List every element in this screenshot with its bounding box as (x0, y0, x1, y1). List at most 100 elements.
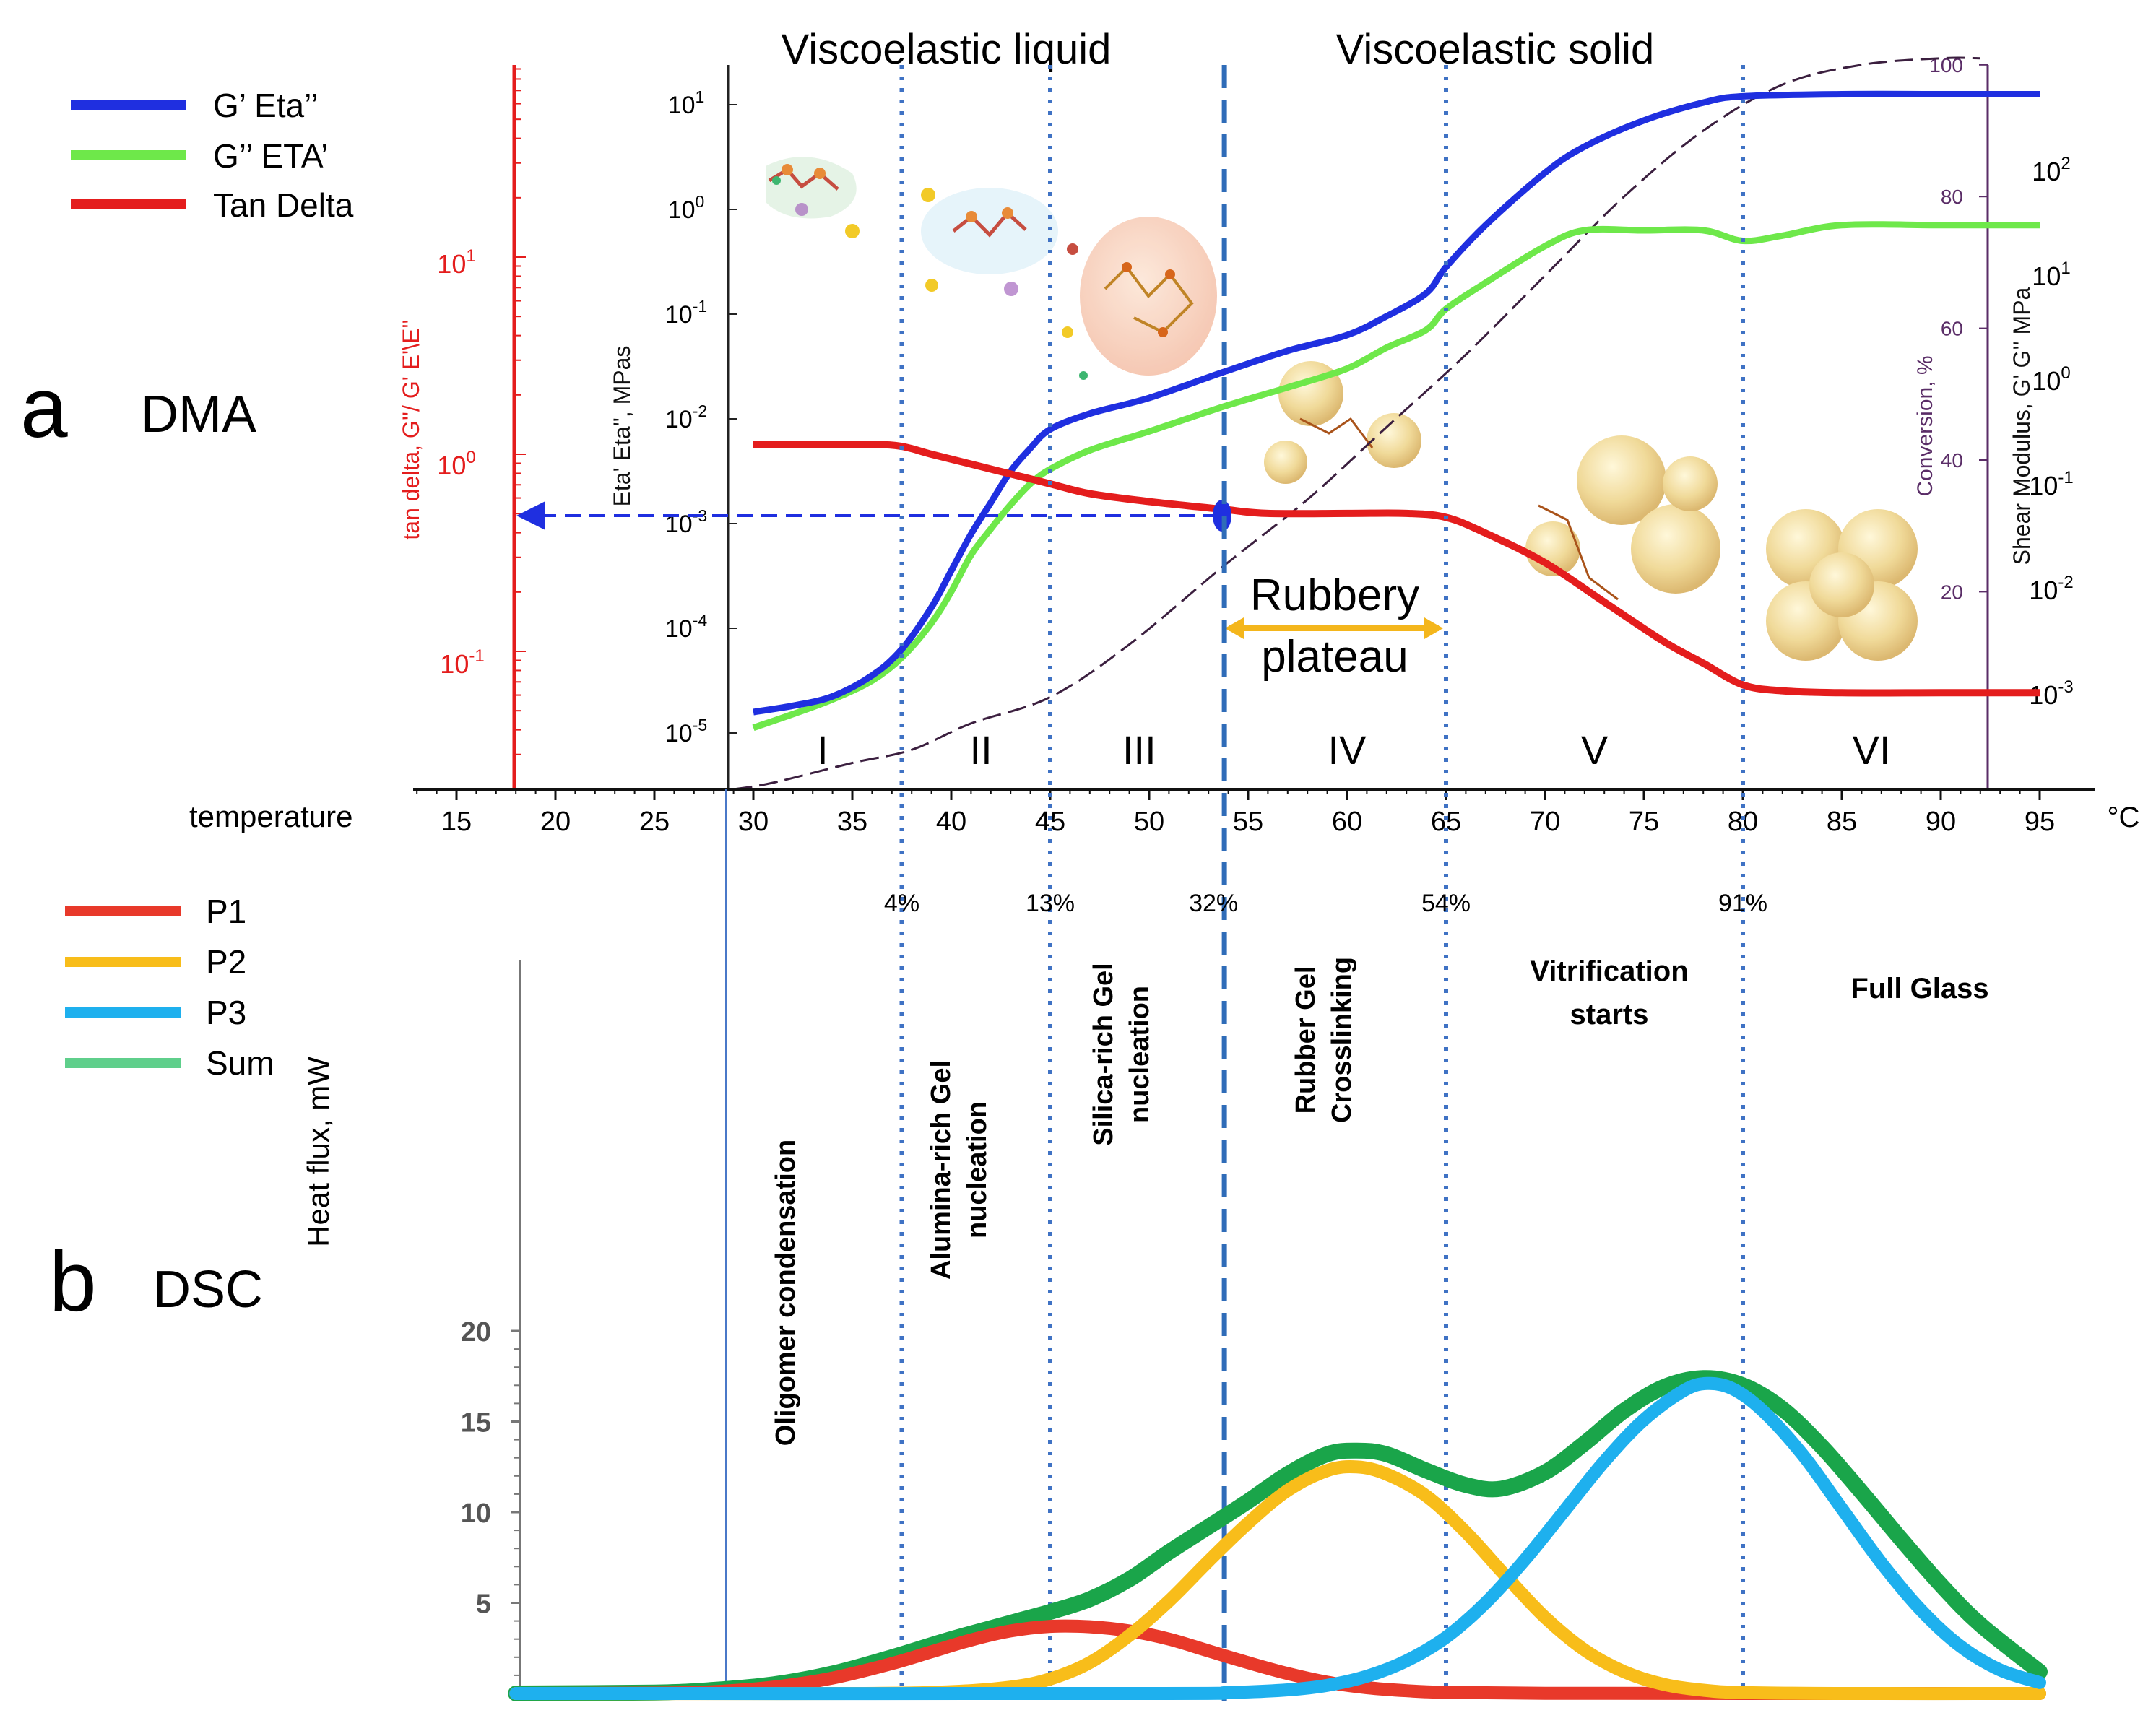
stage-boundary-lines (899, 65, 1745, 1701)
label-alumina-rich-line1: Alumina-rich Gel (926, 1060, 956, 1280)
dsc-p3-curve (509, 1376, 2046, 1701)
panel-a-name: DMA (141, 386, 256, 443)
header-viscoelastic-solid: Viscoelastic solid (1336, 26, 1655, 73)
conversion-percent-4: 91% (1718, 890, 1767, 917)
dsc-legend: P1 P2 P3 Sum (65, 893, 274, 1082)
stage-numerals: I II III IV V VI (817, 727, 1890, 773)
stage-numeral-IV: IV (1328, 727, 1367, 773)
legend-label-g-double-prime: G’’ ETA’ (213, 137, 328, 175)
temperature-tick-label-65: 65 (1431, 807, 1461, 837)
label-silica-rich-line2: nucleation (1125, 986, 1155, 1123)
dsc-panel: P1 P2 P3 Sum b DSC Heat flux, mW 5 10 15 20… (49, 890, 2048, 1701)
modulus-tick-label-3: 10-1 (2029, 468, 2073, 500)
conversion-tick-label: 80 (1941, 186, 1963, 208)
conversion-tick-label: 40 (1941, 449, 1963, 472)
eta-tick-label: 10-2 (665, 402, 707, 433)
legend-label-p3: P3 (206, 994, 246, 1031)
stage-numeral-I: I (817, 727, 828, 773)
eta-tick-label: 10-1 (665, 297, 707, 329)
temperature-tick-label-45: 45 (1035, 807, 1065, 837)
label-rubber-gel-line2: Crosslinking (1327, 957, 1357, 1123)
stage-numeral-V: V (1581, 727, 1609, 773)
glass-illustration (1766, 509, 1918, 661)
panel-b-letter: b (49, 1234, 97, 1329)
panel-b-name: DSC (153, 1261, 263, 1319)
rubbery-plateau-line1: Rubbery (1250, 571, 1419, 620)
rubbery-plateau-arrow-left-head (1225, 617, 1244, 639)
temperature-tick-label-95: 95 (2025, 807, 2055, 837)
label-vitrification-line1: Vitrification (1530, 955, 1688, 987)
dsc-p1-curve (509, 1619, 2046, 1701)
legend-label-sum: Sum (206, 1044, 274, 1082)
stage-numeral-II: II (970, 727, 992, 773)
eta-axis-title: Eta' Eta'', MPas (609, 346, 635, 507)
temperature-tick-label-30: 30 (738, 807, 769, 837)
temperature-unit: °C (2108, 802, 2140, 833)
dsc-p2-curve (509, 1459, 2046, 1701)
tan-delta-curve (753, 441, 2040, 697)
modulus-tick-label-6: 102 (2032, 154, 2070, 186)
rubbery-plateau-line2: plateau (1261, 632, 1408, 682)
dma-panel: G’ Eta’’ G’’ ETA’ Tan Delta a DMA Viscoe… (20, 26, 2139, 837)
label-silica-rich-line1: Silica-rich Gel (1088, 963, 1119, 1145)
eta-tick-label: 10-4 (665, 611, 707, 643)
eta-tick-label: 100 (668, 192, 705, 224)
panel-a-letter: a (20, 360, 68, 456)
modulus-tick-label-2: 10-2 (2029, 573, 2073, 605)
label-rubber-gel-line1: Rubber Gel (1291, 966, 1321, 1114)
modulus-axis-tick-labels: 10-3 10-2 10-1 100 101 102 (2029, 154, 2073, 710)
modulus-axis-title: Shear Modulus, G' G'' MPa (2009, 287, 2035, 565)
temperature-tick-label-20: 20 (540, 807, 571, 837)
tan-delta-tick-label-2: 100 (437, 448, 475, 480)
heat-flux-tick-label-15: 15 (461, 1408, 491, 1439)
rubber-gel-illustration (1264, 361, 1421, 484)
dsc-sum-curve (508, 1370, 2048, 1701)
legend-label-g-prime: G’ Eta’’ (213, 87, 319, 124)
heat-flux-axis-title: Heat flux, mW (301, 1057, 335, 1247)
tan-delta-tick-label-1: 10-1 (440, 646, 484, 679)
dma-legend: G’ Eta’’ G’’ ETA’ Tan Delta (71, 87, 354, 224)
molecule-illustrations (766, 157, 1918, 661)
legend-label-tan-delta: Tan Delta (213, 186, 354, 224)
temperature-tick-label-35: 35 (837, 807, 867, 837)
conversion-tick-label: 20 (1941, 581, 1963, 603)
temperature-tick-label-50: 50 (1134, 807, 1164, 837)
vitrification-illustration (1525, 435, 1720, 601)
label-alumina-rich-line2: nucleation (962, 1101, 992, 1238)
heat-flux-tick-label-5: 5 (476, 1589, 491, 1620)
conversion-percent-2: 32% (1189, 890, 1238, 917)
conversion-percent-1: 13% (1026, 890, 1075, 917)
silica-gel-illustration (1062, 217, 1217, 380)
label-vitrification-line2: starts (1570, 999, 1649, 1031)
conversion-percent-3: 54% (1421, 890, 1471, 917)
eta-tick-label: 10-3 (665, 506, 707, 538)
temperature-tick-label-75: 75 (1629, 807, 1659, 837)
dsc-stage-labels: Oligomer condensation Alumina-rich Gel n… (771, 955, 1989, 1446)
tan-delta-axis-title: tan delta, G''/ G' E'\E'' (398, 319, 424, 539)
temperature-tick-label-40: 40 (936, 807, 966, 837)
conversion-percent-labels: 4% 13% 32% 54% 91% (884, 890, 1767, 917)
stage-numeral-III: III (1122, 727, 1156, 773)
conversion-axis-title: Conversion, % (1913, 355, 1937, 496)
header-viscoelastic-liquid: Viscoelastic liquid (782, 26, 1112, 73)
modulus-tick-label-4: 100 (2032, 363, 2070, 396)
temperature-tick-label-55: 55 (1233, 807, 1263, 837)
conversion-curve (733, 56, 1980, 791)
legend-label-p2: P2 (206, 943, 246, 981)
tan-delta-axis-ticks (514, 68, 526, 755)
heat-flux-axis-ticks: 5 10 15 20 (461, 1317, 520, 1676)
temperature-tick-label-80: 80 (1728, 807, 1758, 837)
modulus-tick-label-5: 101 (2032, 259, 2070, 291)
temperature-tick-label-25: 25 (639, 807, 670, 837)
temperature-tick-label-90: 90 (1926, 807, 1956, 837)
rubbery-plateau-arrow-right-head (1424, 617, 1443, 639)
label-oligomer-condensation: Oligomer condensation (771, 1140, 801, 1446)
alumina-gel-illustration (921, 188, 1058, 296)
temperature-tick-label-60: 60 (1332, 807, 1362, 837)
conversion-percent-0: 4% (884, 890, 919, 917)
eta-tick-label: 10-5 (665, 716, 707, 747)
temperature-axis-ticks: 15 20 25 30 35 40 45 50 55 60 65 70 75 80 85 90 95 (416, 789, 2055, 837)
oligomer-cluster-illustration (766, 157, 860, 238)
